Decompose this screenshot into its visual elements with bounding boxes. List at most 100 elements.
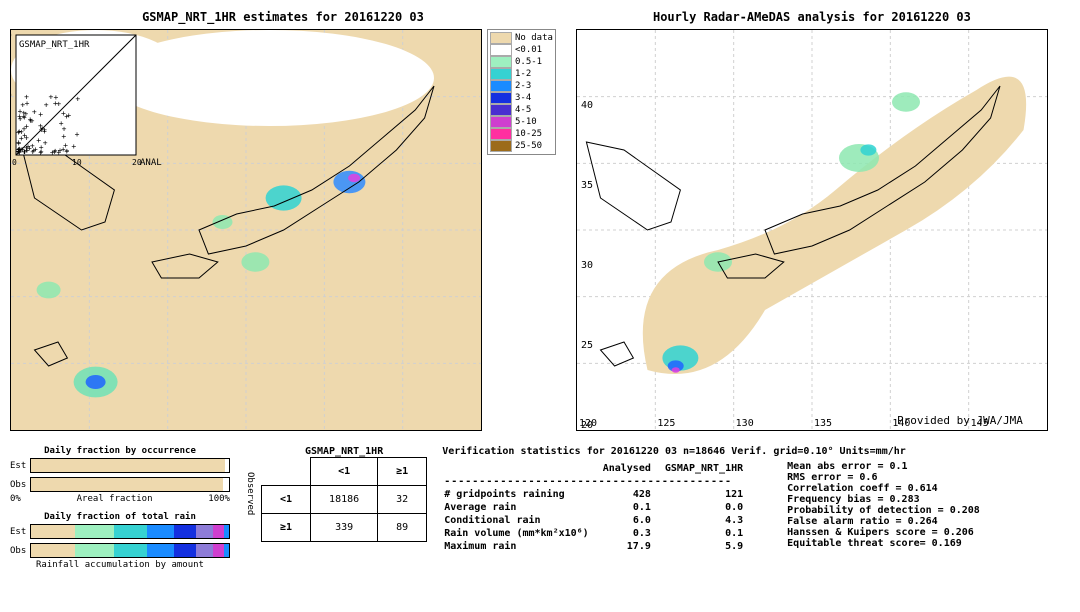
- svg-text:+: +: [38, 148, 43, 157]
- legend-item: <0.01: [490, 44, 553, 56]
- svg-text:+: +: [59, 119, 64, 128]
- verif-row-b: 0.0: [665, 502, 755, 513]
- verif-metric: Probability of detection = 0.208: [787, 505, 980, 516]
- verif-row-a: 17.9: [603, 541, 663, 552]
- svg-text:40: 40: [581, 100, 593, 111]
- svg-text:+: +: [28, 115, 33, 124]
- bars-xmid: Areal fraction: [77, 494, 153, 504]
- right-map: 202530354045120125130135140145150Provide…: [576, 29, 1048, 431]
- contingency-table: <1≥1 <11818632 ≥133989: [261, 457, 427, 542]
- svg-text:+: +: [75, 130, 80, 139]
- verif-dashline: ----------------------------------------…: [444, 476, 755, 487]
- bars-x1: 100%: [208, 494, 230, 504]
- verif-metric: False alarm ratio = 0.264: [787, 516, 980, 527]
- verif-metric: Mean abs error = 0.1: [787, 461, 980, 472]
- legend-item: 1-2: [490, 68, 553, 80]
- svg-text:35: 35: [581, 180, 593, 191]
- verif-row-label: Rain volume (mm*km²x10⁶): [444, 528, 601, 539]
- verif-table: AnalysedGSMAP_NRT_1HR ------------------…: [442, 461, 757, 554]
- svg-text:+: +: [53, 93, 58, 102]
- verif-metrics: Mean abs error = 0.1RMS error = 0.6Corre…: [787, 461, 980, 554]
- verif-row-b: 4.3: [665, 515, 755, 526]
- svg-text:+: +: [42, 126, 47, 135]
- verif-row-b: 0.1: [665, 528, 755, 539]
- ct-c21: 339: [311, 514, 378, 542]
- est-label2: Est: [10, 527, 26, 537]
- legend-item: 3-4: [490, 92, 553, 104]
- ct-side-label: Observed: [245, 472, 255, 515]
- bars-footer: Rainfall accumulation by amount: [10, 560, 230, 570]
- verif-row-label: Conditional rain: [444, 515, 601, 526]
- svg-text:+: +: [43, 138, 48, 147]
- svg-text:+: +: [19, 134, 24, 143]
- ct-c11: 18186: [311, 486, 378, 514]
- svg-text:135: 135: [814, 418, 832, 429]
- right-map-title: Hourly Radar-AMeDAS analysis for 2016122…: [576, 10, 1048, 24]
- svg-text:+: +: [53, 147, 58, 156]
- legend-item: 4-5: [490, 104, 553, 116]
- verif-colB: GSMAP_NRT_1HR: [665, 463, 755, 474]
- legend-item: 25-50: [490, 140, 553, 152]
- bars-x0: 0%: [10, 494, 21, 504]
- legend-item: 5-10: [490, 116, 553, 128]
- svg-text:+: +: [17, 146, 22, 155]
- svg-text:+: +: [32, 108, 37, 117]
- obs-bar: [30, 477, 230, 492]
- ct-row1: <1: [262, 486, 311, 514]
- fraction-bars: Daily fraction by occurrence Est Obs 0% …: [10, 446, 230, 570]
- verif-row-a: 6.0: [603, 515, 663, 526]
- contingency-block: Observed GSMAP_NRT_1HR <1≥1 <11818632 ≥1…: [245, 446, 427, 542]
- svg-text:+: +: [66, 111, 71, 120]
- svg-text:30: 30: [581, 260, 593, 271]
- svg-text:10: 10: [72, 158, 82, 167]
- est-grad-bar: [30, 524, 230, 539]
- svg-text:120: 120: [579, 418, 597, 429]
- svg-text:130: 130: [736, 418, 754, 429]
- verif-row-a: 0.1: [603, 502, 663, 513]
- est-label: Est: [10, 461, 26, 471]
- svg-text:25: 25: [581, 340, 593, 351]
- color-legend: No data<0.010.5-11-22-33-44-55-1010-2525…: [487, 29, 556, 431]
- left-map: GSMAP_NRT_1HR+++++++++++++++++++++++++++…: [10, 29, 482, 431]
- left-map-container: GSMAP_NRT_1HR estimates for 20161220 03 …: [10, 10, 556, 431]
- verif-row-label: Maximum rain: [444, 541, 601, 552]
- obs-label: Obs: [10, 480, 26, 490]
- verif-row-b: 5.9: [665, 541, 755, 552]
- bars-title2: Daily fraction of total rain: [10, 512, 230, 522]
- svg-text:+: +: [71, 142, 76, 151]
- legend-item: 10-25: [490, 128, 553, 140]
- ct-c12: 32: [378, 486, 427, 514]
- verif-row-a: 0.3: [603, 528, 663, 539]
- left-map-title: GSMAP_NRT_1HR estimates for 20161220 03: [10, 10, 556, 24]
- obs-label2: Obs: [10, 546, 26, 556]
- svg-text:GSMAP_NRT_1HR: GSMAP_NRT_1HR: [19, 40, 90, 50]
- obs-grad-bar: [30, 543, 230, 558]
- svg-text:45: 45: [581, 30, 593, 31]
- svg-text:+: +: [36, 136, 41, 145]
- legend-item: No data: [490, 32, 553, 44]
- ct-row2: ≥1: [262, 514, 311, 542]
- svg-text:+: +: [65, 146, 70, 155]
- legend-item: 0.5-1: [490, 56, 553, 68]
- right-map-container: Hourly Radar-AMeDAS analysis for 2016122…: [576, 10, 1048, 431]
- svg-text:Provided by JWA/JMA: Provided by JWA/JMA: [897, 414, 1023, 427]
- svg-text:ANAL: ANAL: [140, 158, 162, 168]
- svg-text:+: +: [22, 147, 27, 156]
- svg-text:+: +: [44, 100, 49, 109]
- ct-col1: <1: [311, 458, 378, 486]
- verif-colA: Analysed: [603, 463, 663, 474]
- svg-text:+: +: [27, 144, 32, 153]
- verif-header: Verification statistics for 20161220 03 …: [442, 446, 1070, 457]
- verif-row-a: 428: [603, 489, 663, 500]
- svg-text:+: +: [75, 94, 80, 103]
- verif-metric: Equitable threat score= 0.169: [787, 538, 980, 549]
- est-bar: [30, 458, 230, 473]
- svg-text:+: +: [38, 110, 43, 119]
- verif-row-label: Average rain: [444, 502, 601, 513]
- svg-text:+: +: [25, 99, 30, 108]
- ct-c22: 89: [378, 514, 427, 542]
- ct-title: GSMAP_NRT_1HR: [261, 446, 427, 457]
- svg-text:+: +: [21, 109, 26, 118]
- verification-stats: Verification statistics for 20161220 03 …: [442, 446, 1070, 554]
- svg-text:0: 0: [12, 158, 17, 167]
